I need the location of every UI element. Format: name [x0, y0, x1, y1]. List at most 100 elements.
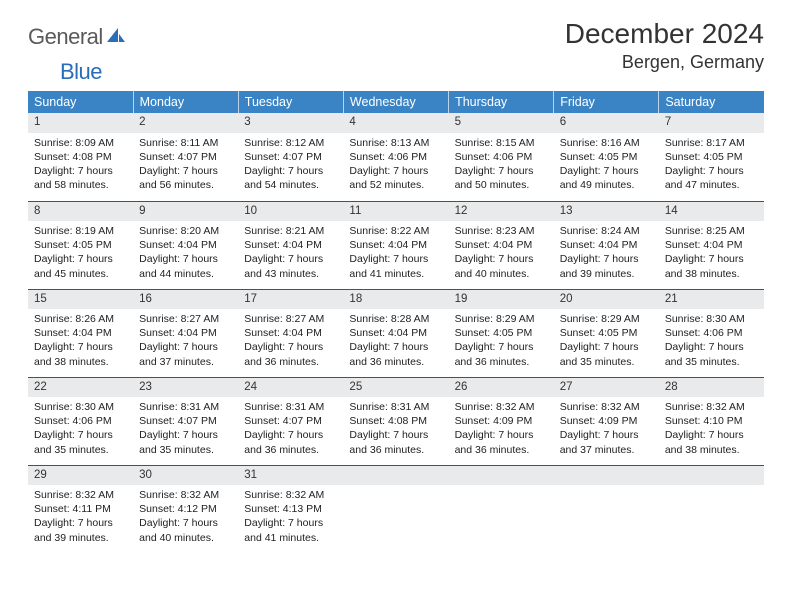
day-number: 17 [238, 290, 343, 310]
calendar-cell: 29Sunrise: 8:32 AMSunset: 4:11 PMDayligh… [28, 465, 133, 553]
day-number: 23 [133, 378, 238, 398]
day-number: 5 [449, 113, 554, 133]
sunrise-text: Sunrise: 8:28 AM [349, 312, 442, 326]
day-number: 26 [449, 378, 554, 398]
day-body: Sunrise: 8:32 AMSunset: 4:09 PMDaylight:… [554, 397, 659, 461]
daylight-text: Daylight: 7 hours and 56 minutes. [139, 164, 232, 192]
sunrise-text: Sunrise: 8:13 AM [349, 136, 442, 150]
daylight-text: Daylight: 7 hours and 35 minutes. [665, 340, 758, 368]
sunrise-text: Sunrise: 8:31 AM [349, 400, 442, 414]
day-number [343, 466, 448, 486]
daylight-text: Daylight: 7 hours and 49 minutes. [560, 164, 653, 192]
day-body: Sunrise: 8:27 AMSunset: 4:04 PMDaylight:… [133, 309, 238, 373]
sunset-text: Sunset: 4:04 PM [139, 238, 232, 252]
logo-word2: Blue [60, 59, 102, 84]
location: Bergen, Germany [565, 52, 764, 73]
calendar-cell: 26Sunrise: 8:32 AMSunset: 4:09 PMDayligh… [449, 377, 554, 465]
calendar-cell: 20Sunrise: 8:29 AMSunset: 4:05 PMDayligh… [554, 289, 659, 377]
sunrise-text: Sunrise: 8:22 AM [349, 224, 442, 238]
weekday-header: Thursday [449, 91, 554, 113]
calendar-cell: 22Sunrise: 8:30 AMSunset: 4:06 PMDayligh… [28, 377, 133, 465]
calendar-cell: 11Sunrise: 8:22 AMSunset: 4:04 PMDayligh… [343, 201, 448, 289]
sunrise-text: Sunrise: 8:16 AM [560, 136, 653, 150]
calendar-row: 29Sunrise: 8:32 AMSunset: 4:11 PMDayligh… [28, 465, 764, 553]
sunset-text: Sunset: 4:05 PM [34, 238, 127, 252]
sunset-text: Sunset: 4:04 PM [455, 238, 548, 252]
calendar-cell: 13Sunrise: 8:24 AMSunset: 4:04 PMDayligh… [554, 201, 659, 289]
day-number: 16 [133, 290, 238, 310]
day-number: 20 [554, 290, 659, 310]
month-title: December 2024 [565, 18, 764, 50]
daylight-text: Daylight: 7 hours and 35 minutes. [560, 340, 653, 368]
day-number: 15 [28, 290, 133, 310]
sunrise-text: Sunrise: 8:32 AM [560, 400, 653, 414]
weekday-header: Wednesday [343, 91, 448, 113]
calendar-cell: 3Sunrise: 8:12 AMSunset: 4:07 PMDaylight… [238, 113, 343, 201]
day-body: Sunrise: 8:27 AMSunset: 4:04 PMDaylight:… [238, 309, 343, 373]
day-body: Sunrise: 8:16 AMSunset: 4:05 PMDaylight:… [554, 133, 659, 197]
day-body [554, 485, 659, 492]
title-block: December 2024 Bergen, Germany [565, 18, 764, 73]
weekday-header: Monday [133, 91, 238, 113]
day-number: 24 [238, 378, 343, 398]
sunrise-text: Sunrise: 8:17 AM [665, 136, 758, 150]
day-body [659, 485, 764, 492]
day-body: Sunrise: 8:21 AMSunset: 4:04 PMDaylight:… [238, 221, 343, 285]
day-body: Sunrise: 8:30 AMSunset: 4:06 PMDaylight:… [659, 309, 764, 373]
daylight-text: Daylight: 7 hours and 37 minutes. [139, 340, 232, 368]
day-number: 1 [28, 113, 133, 133]
calendar-cell: 23 Sunrise: 8:31 AMSunset: 4:07 PMDayligh… [133, 377, 238, 465]
calendar-cell: 31Sunrise: 8:32 AMSunset: 4:13 PMDayligh… [238, 465, 343, 553]
calendar-cell: 6Sunrise: 8:16 AMSunset: 4:05 PMDaylight… [554, 113, 659, 201]
calendar-cell: 8Sunrise: 8:19 AMSunset: 4:05 PMDaylight… [28, 201, 133, 289]
sunset-text: Sunset: 4:08 PM [349, 414, 442, 428]
sunset-text: Sunset: 4:04 PM [244, 238, 337, 252]
sunrise-text: Sunrise: 8:12 AM [244, 136, 337, 150]
daylight-text: Daylight: 7 hours and 35 minutes. [139, 428, 232, 456]
day-body: Sunrise: 8:12 AMSunset: 4:07 PMDaylight:… [238, 133, 343, 197]
day-number: 9 [133, 202, 238, 222]
calendar-cell: 1Sunrise: 8:09 AMSunset: 4:08 PMDaylight… [28, 113, 133, 201]
calendar-cell: 21Sunrise: 8:30 AMSunset: 4:06 PMDayligh… [659, 289, 764, 377]
day-body: Sunrise: 8:32 AMSunset: 4:13 PMDaylight:… [238, 485, 343, 549]
day-body: Sunrise: 8:23 AMSunset: 4:04 PMDaylight:… [449, 221, 554, 285]
day-body: Sunrise: 8:22 AMSunset: 4:04 PMDaylight:… [343, 221, 448, 285]
daylight-text: Daylight: 7 hours and 39 minutes. [34, 516, 127, 544]
day-number: 3 [238, 113, 343, 133]
sunset-text: Sunset: 4:07 PM [139, 150, 232, 164]
daylight-text: Daylight: 7 hours and 38 minutes. [665, 252, 758, 280]
day-number [659, 466, 764, 486]
day-number [449, 466, 554, 486]
day-number: 12 [449, 202, 554, 222]
sunset-text: Sunset: 4:07 PM [139, 414, 232, 428]
daylight-text: Daylight: 7 hours and 54 minutes. [244, 164, 337, 192]
sunset-text: Sunset: 4:09 PM [560, 414, 653, 428]
daylight-text: Daylight: 7 hours and 36 minutes. [455, 340, 548, 368]
daylight-text: Daylight: 7 hours and 41 minutes. [349, 252, 442, 280]
sunrise-text: Sunrise: 8:23 AM [455, 224, 548, 238]
sunrise-text: Sunrise: 8:29 AM [455, 312, 548, 326]
sunset-text: Sunset: 4:07 PM [244, 150, 337, 164]
sunrise-text: Sunrise: 8:30 AM [34, 400, 127, 414]
sunrise-text: Sunrise: 8:31 AM [139, 400, 232, 414]
calendar-cell: 28Sunrise: 8:32 AMSunset: 4:10 PMDayligh… [659, 377, 764, 465]
daylight-text: Daylight: 7 hours and 36 minutes. [244, 428, 337, 456]
daylight-text: Daylight: 7 hours and 41 minutes. [244, 516, 337, 544]
weekday-header: Tuesday [238, 91, 343, 113]
day-number: 22 [28, 378, 133, 398]
daylight-text: Daylight: 7 hours and 40 minutes. [139, 516, 232, 544]
sunrise-text: Sunrise: 8:27 AM [139, 312, 232, 326]
day-body: Sunrise: 8:09 AMSunset: 4:08 PMDaylight:… [28, 133, 133, 197]
calendar-cell: 10Sunrise: 8:21 AMSunset: 4:04 PMDayligh… [238, 201, 343, 289]
calendar-cell: 14Sunrise: 8:25 AMSunset: 4:04 PMDayligh… [659, 201, 764, 289]
sunset-text: Sunset: 4:06 PM [455, 150, 548, 164]
day-number: 14 [659, 202, 764, 222]
day-number: 18 [343, 290, 448, 310]
day-number: 31 [238, 466, 343, 486]
calendar-cell [659, 465, 764, 553]
day-body: Sunrise: 8:29 AMSunset: 4:05 PMDaylight:… [449, 309, 554, 373]
sunset-text: Sunset: 4:04 PM [34, 326, 127, 340]
calendar-cell [449, 465, 554, 553]
sunset-text: Sunset: 4:04 PM [665, 238, 758, 252]
sunrise-text: Sunrise: 8:27 AM [244, 312, 337, 326]
